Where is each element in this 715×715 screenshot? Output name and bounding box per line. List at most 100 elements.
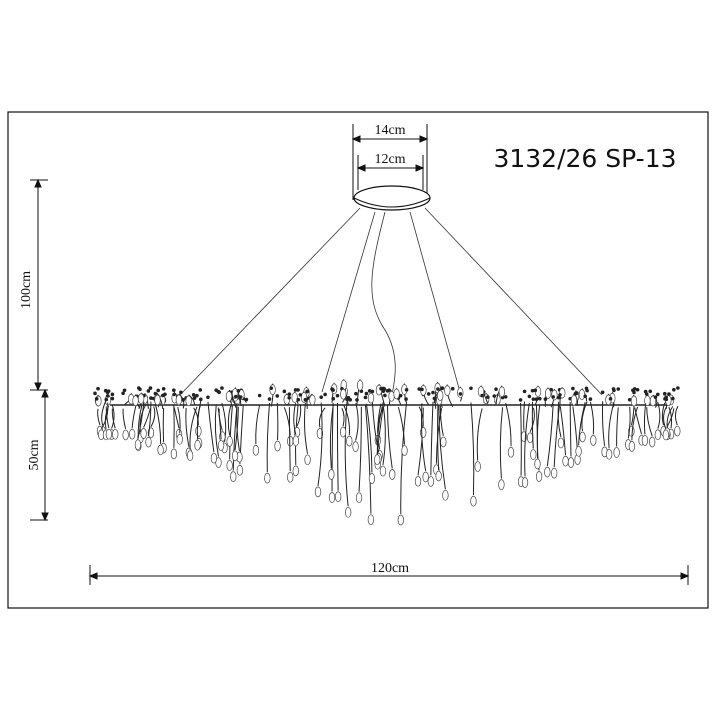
chandelier-part: [198, 388, 203, 392]
chandelier-part: [420, 403, 427, 472]
chandelier-part: [385, 389, 390, 393]
chandelier-part: [498, 479, 505, 490]
chandelier-part: [605, 448, 613, 460]
chandelier-part: [220, 386, 224, 390]
chandelier-part: [367, 392, 375, 404]
chandelier-part: [616, 387, 621, 391]
chandelier-part: [287, 392, 292, 396]
chandelier-part: [546, 403, 554, 467]
chandelier-part: [663, 407, 667, 430]
chandelier-part: [589, 401, 595, 435]
chandelier-part: [382, 406, 386, 466]
dim-label: 12cm: [374, 152, 405, 167]
chandelier-part: [649, 436, 656, 448]
chandelier-part: [672, 387, 676, 392]
chandelier-part: [648, 389, 653, 394]
chandelier-part: [655, 392, 660, 397]
chandelier-part: [104, 397, 109, 402]
chandelier-part: [635, 387, 640, 392]
chandelier-part: [140, 428, 147, 439]
chandelier-part: [535, 471, 543, 482]
chandelier-part: [128, 428, 136, 440]
chandelier-part: [305, 389, 310, 394]
chandelier-part: [368, 473, 376, 484]
chandelier-part: [195, 393, 199, 398]
chandelier-part: [661, 402, 666, 426]
chandelier-part: [367, 514, 375, 526]
chandelier-part: [404, 387, 409, 392]
chandelier-part: [397, 514, 404, 526]
chandelier-part: [398, 393, 403, 398]
chandelier-part: [257, 393, 262, 398]
chandelier-part: [432, 396, 437, 401]
chandelier-part: [354, 391, 358, 396]
chandelier-part: [551, 467, 558, 479]
chandelier-part: [238, 395, 243, 399]
chandelier-part: [225, 391, 233, 402]
chandelier-part: [435, 470, 442, 482]
chandelier-part: [346, 435, 353, 447]
chandelier-part: [172, 388, 176, 392]
chandelier-part: [161, 387, 166, 391]
chandelier-part: [381, 389, 386, 393]
chandelier-part: [181, 398, 185, 402]
chandelier-part: [374, 454, 381, 466]
chandelier-part: [657, 402, 661, 429]
chandelier-part: [185, 395, 192, 407]
chandelier-part: [643, 403, 647, 435]
chandelier-part: [470, 495, 477, 507]
chandelier-part: [420, 387, 424, 392]
chandelier-part: [304, 402, 309, 454]
chandelier-part: [110, 396, 115, 401]
chandelier-part: [143, 407, 151, 428]
chandelier-part: [146, 389, 151, 393]
chandelier-part: [544, 466, 551, 478]
chandelier-part: [531, 397, 536, 401]
chandelier-part: [364, 391, 369, 396]
chandelier-part: [646, 407, 653, 437]
chandelier-part: [106, 389, 111, 393]
chandelier-part: [111, 408, 116, 429]
dim-label: 100cm: [19, 271, 34, 309]
chandelier-part: [226, 460, 233, 471]
chandelier-part: [210, 452, 218, 464]
chandelier-part: [444, 385, 451, 396]
chandelier-part: [122, 388, 127, 393]
chandelier-part: [562, 455, 569, 467]
chandelier-part: [534, 458, 541, 470]
chandelier-part: [556, 395, 561, 400]
chandelier-part: [571, 386, 575, 391]
chandelier-part: [207, 401, 215, 453]
chandelier-part: [264, 472, 271, 484]
chandelier-part: [292, 465, 299, 477]
chandelier-part: [137, 401, 145, 439]
chandelier-part: [217, 407, 222, 440]
chandelier-part: [585, 388, 589, 393]
chandelier-part: [470, 402, 475, 496]
chandelier-part: [276, 402, 279, 441]
chandelier-part: [522, 389, 527, 394]
chandelier-part: [344, 506, 352, 518]
chandelier-part: [480, 393, 484, 398]
chandelier-part: [674, 406, 679, 426]
chandelier-part: [121, 391, 125, 396]
chandelier-part: [255, 404, 261, 445]
chandelier-part: [122, 429, 129, 441]
chandelier-part: [662, 391, 667, 396]
chandelier-part: [179, 390, 183, 395]
chandelier-part: [344, 401, 349, 507]
chandelier-part: [676, 386, 680, 390]
chandelier-part: [553, 404, 561, 468]
chandelier-part: [557, 401, 562, 438]
chandelier-part: [401, 445, 408, 456]
chandelier-part: [426, 392, 431, 396]
chandelier-part: [288, 407, 291, 472]
chandelier-part: [436, 387, 440, 391]
chandelier-part: [486, 395, 490, 399]
chandelier-part: [282, 389, 287, 394]
chandelier-part: [154, 394, 161, 406]
chandelier-part: [293, 388, 298, 392]
chandelier-part: [523, 401, 526, 431]
dim-vertical: [30, 178, 49, 522]
chandelier-part: [518, 398, 523, 402]
